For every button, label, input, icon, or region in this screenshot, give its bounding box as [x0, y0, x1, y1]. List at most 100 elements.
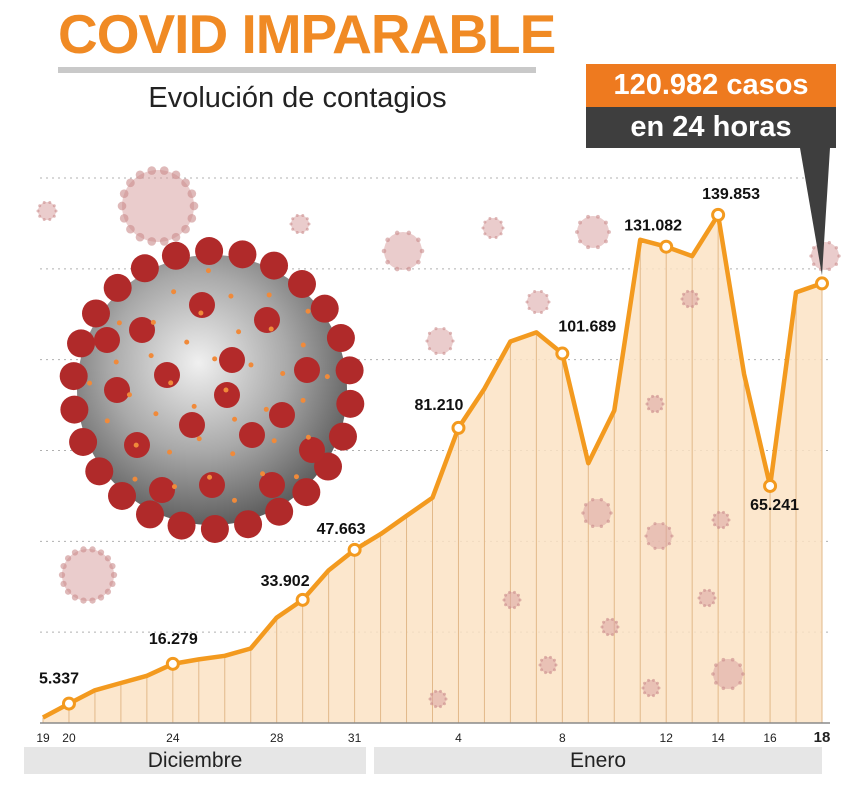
- virus-dot: [198, 310, 204, 316]
- virus-spike: [448, 331, 453, 335]
- virus-small-icon: [680, 289, 700, 309]
- virus-spike: [292, 478, 321, 507]
- virus-dot: [126, 392, 132, 398]
- virus-spike: [291, 217, 295, 221]
- callout-cases: 120.982 casos: [586, 64, 836, 107]
- virus-spike: [667, 542, 672, 546]
- virus-spike: [259, 472, 285, 498]
- virus-spike: [200, 514, 229, 543]
- virus-spike: [434, 705, 438, 709]
- virus-spike: [109, 562, 116, 570]
- virus-spike: [690, 289, 694, 293]
- virus-spike: [219, 347, 245, 373]
- virus-spike: [614, 620, 618, 624]
- virus-body: [811, 242, 839, 270]
- virus-spike: [552, 668, 556, 672]
- virus-body: [643, 680, 659, 696]
- virus-spike: [89, 597, 96, 604]
- virus-spike: [502, 598, 506, 602]
- virus-body: [647, 396, 663, 412]
- virus-spike: [647, 694, 651, 698]
- virus-dot: [293, 474, 299, 480]
- virus-spike: [427, 347, 432, 351]
- virus-small-icon: [381, 230, 425, 272]
- chart-title: COVID IMPARABLE: [58, 3, 556, 65]
- virus-small-icon: [711, 510, 731, 530]
- virus-spike: [434, 351, 438, 355]
- virus-spike: [508, 606, 512, 610]
- virus-dot: [266, 292, 272, 298]
- virus-spike: [499, 220, 503, 224]
- virus-dot: [228, 293, 234, 299]
- virus-spike: [525, 300, 529, 304]
- virus-spike: [661, 522, 665, 526]
- virus-spike: [539, 290, 543, 294]
- virus-dot: [300, 397, 306, 403]
- virus-spike: [117, 201, 127, 211]
- virus-spike: [135, 500, 164, 529]
- virus-spike: [690, 305, 694, 309]
- virus-spike: [416, 237, 421, 243]
- virus-spike: [721, 686, 726, 691]
- data-point-latest: [815, 276, 829, 291]
- virus-spike: [600, 625, 604, 629]
- virus-spike: [80, 597, 87, 604]
- virus-spike: [187, 189, 197, 199]
- data-label: 65.241: [750, 497, 799, 514]
- virus-body: [699, 590, 715, 606]
- virus-dot: [230, 451, 236, 457]
- virus-small-icon: [538, 655, 558, 675]
- data-point: [763, 478, 778, 493]
- virus-spike: [533, 310, 537, 314]
- virus-spike: [481, 226, 485, 230]
- virus-body: [646, 523, 672, 549]
- virus-spike: [434, 327, 438, 331]
- virus-spike: [581, 511, 585, 515]
- virus-spike: [85, 457, 114, 486]
- virus-spike: [544, 655, 548, 659]
- virus-spike: [406, 230, 412, 236]
- virus-spike: [643, 691, 647, 695]
- virus-spike: [602, 630, 606, 634]
- data-point: [295, 592, 310, 607]
- virus-spike: [36, 209, 40, 213]
- virus-spike: [538, 663, 542, 667]
- virus-spike: [483, 220, 487, 224]
- virus-small-icon: [481, 216, 505, 240]
- virus-small-icon: [711, 657, 745, 691]
- virus-spike: [606, 519, 611, 523]
- data-label: 101.689: [558, 319, 616, 336]
- virus-spike: [394, 266, 400, 272]
- virus-spike: [606, 617, 610, 621]
- virus-spike: [610, 617, 614, 621]
- virus-dot: [196, 436, 202, 442]
- x-tick-label: 19: [36, 731, 50, 745]
- virus-spike: [305, 217, 309, 221]
- virus-spike: [686, 289, 690, 293]
- data-label: 16.279: [149, 631, 198, 648]
- virus-spike: [130, 254, 159, 283]
- virus-spike: [171, 232, 181, 242]
- virus-spike: [80, 546, 87, 553]
- virus-spike: [385, 237, 390, 243]
- x-tick-label: 4: [455, 731, 462, 745]
- virus-spike: [419, 248, 425, 254]
- virus-spike: [512, 590, 516, 594]
- virus-spike: [703, 588, 707, 592]
- virus-spike: [60, 580, 67, 588]
- virus-spike: [442, 351, 446, 355]
- virus-spike: [604, 239, 608, 244]
- large-virus-illustration: [59, 237, 365, 543]
- virus-spike: [438, 689, 442, 693]
- virus-dot: [268, 326, 274, 332]
- virus-spike: [682, 302, 686, 306]
- virus-dot: [116, 320, 122, 326]
- virus-body: [291, 215, 309, 233]
- virus-spike: [653, 522, 657, 526]
- virus-spike: [703, 604, 707, 608]
- virus-spike: [260, 251, 289, 280]
- virus-small-icon: [645, 394, 665, 414]
- virus-spike: [711, 601, 715, 605]
- virus-spike: [699, 601, 703, 605]
